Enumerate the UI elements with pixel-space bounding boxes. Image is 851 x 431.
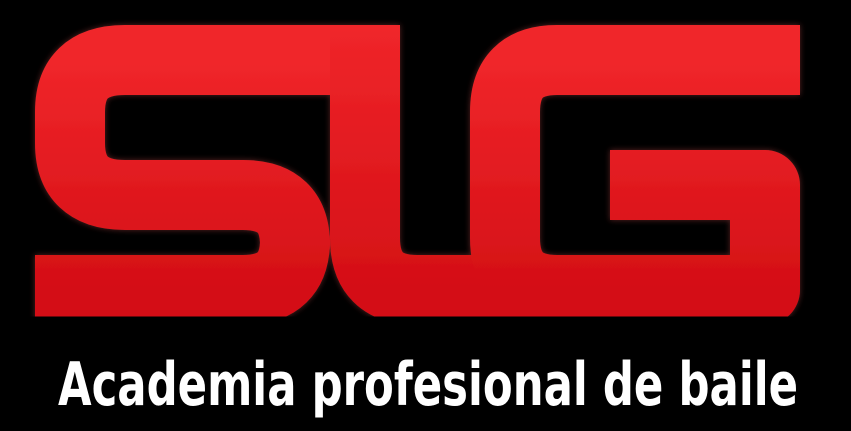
logo-g bbox=[470, 25, 800, 325]
logo-l bbox=[330, 25, 540, 325]
logo-s bbox=[35, 25, 330, 325]
tagline: Academia profesional de baile bbox=[58, 350, 798, 420]
logo-mark bbox=[35, 25, 800, 325]
